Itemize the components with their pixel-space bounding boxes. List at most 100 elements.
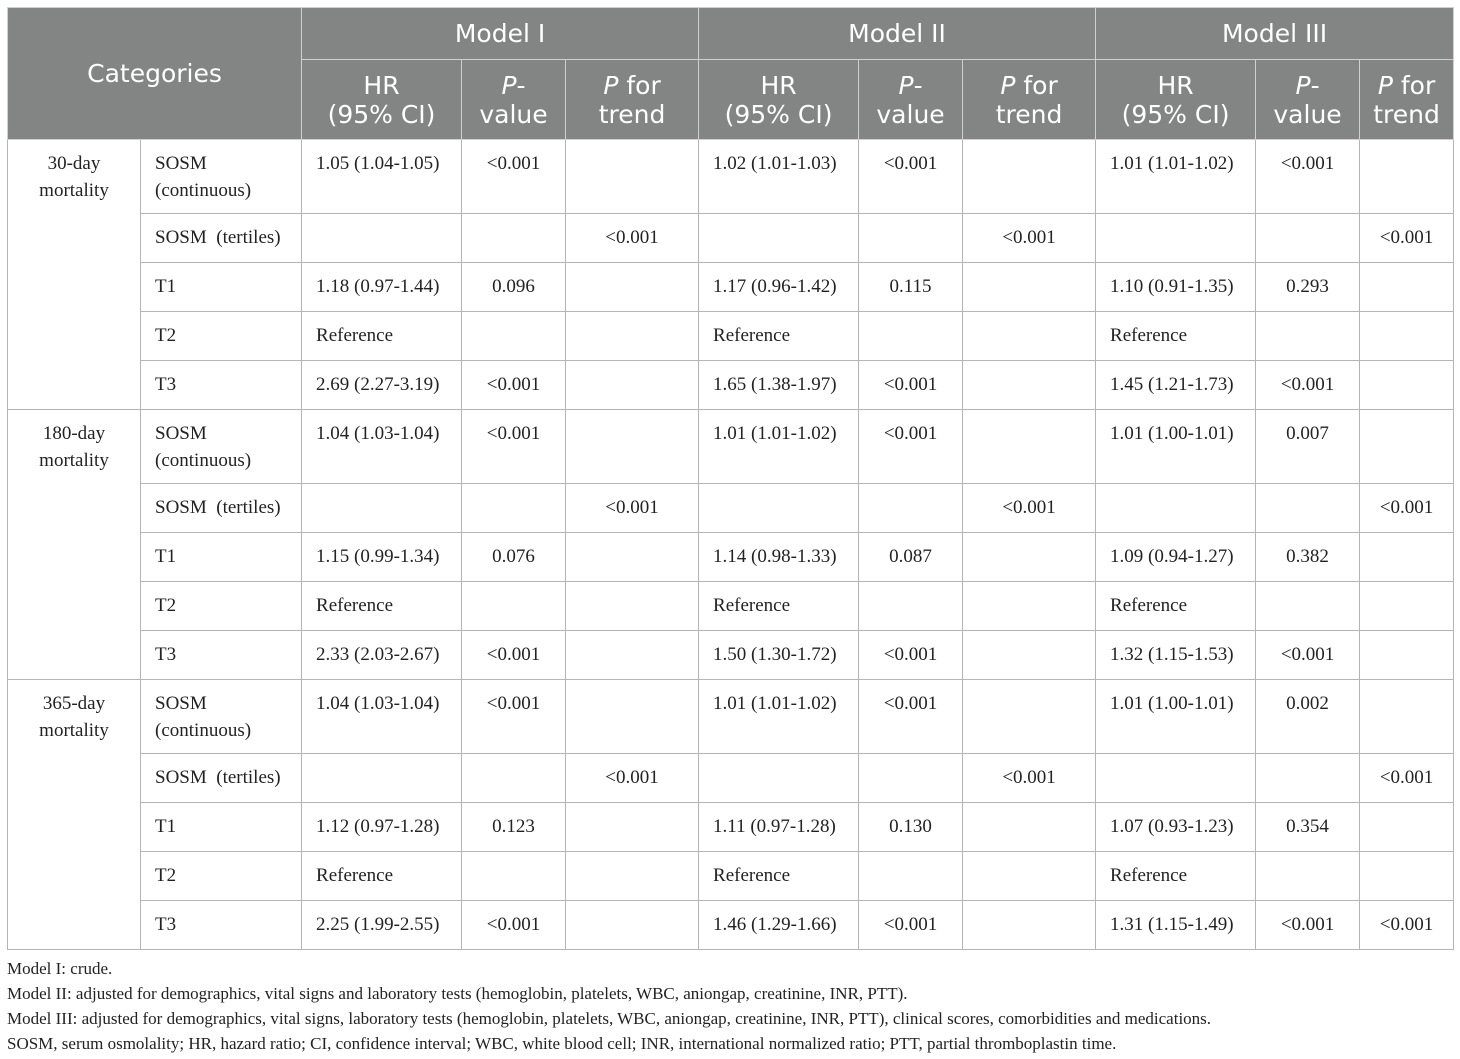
row-label-line: SOSM xyxy=(155,423,207,444)
hr-cell xyxy=(1095,213,1257,263)
trend-label: trend xyxy=(995,99,1063,129)
p-trend-cell: <0.001 xyxy=(565,483,700,533)
p-value-cell xyxy=(461,851,567,901)
p-value-cell xyxy=(1255,311,1361,361)
group-label-line: 30-day xyxy=(47,153,101,174)
p-trend-cell xyxy=(1359,532,1455,582)
p-letter: P xyxy=(603,70,619,100)
hr-cell: 1.01 (1.01-1.02) xyxy=(698,409,860,484)
p-value-cell: 0.382 xyxy=(1255,532,1361,582)
p-value-cell xyxy=(858,483,964,533)
p-trend-cell xyxy=(1359,311,1455,361)
p-value-cell: 0.130 xyxy=(858,802,964,852)
table-row: T2 Reference Reference Reference xyxy=(8,581,1455,631)
hr-label: HR xyxy=(760,70,797,100)
p-trend-header: P for trend xyxy=(962,59,1097,140)
p-trend-header: P for trend xyxy=(1359,59,1455,140)
p-value-cell xyxy=(461,581,567,631)
hr-cell: Reference xyxy=(698,581,860,631)
hr-cell xyxy=(301,483,463,533)
row-label-line: T1 xyxy=(155,276,177,297)
hr-cell xyxy=(698,483,860,533)
p-value-cell: <0.001 xyxy=(1255,360,1361,410)
p-value-cell: 0.087 xyxy=(858,532,964,582)
group-label-line: mortality xyxy=(39,450,109,471)
hr-cell: Reference xyxy=(698,311,860,361)
hr-cell: Reference xyxy=(1095,851,1257,901)
p-value-header: P-value xyxy=(858,59,964,140)
p-value-cell xyxy=(1255,483,1361,533)
p-trend-cell: <0.001 xyxy=(565,213,700,263)
p-trend-cell xyxy=(962,311,1097,361)
footnote-model-3: Model III: adjusted for demographics, vi… xyxy=(7,1009,1212,1028)
p-trend-cell xyxy=(1359,581,1455,631)
p-value-cell xyxy=(1255,213,1361,263)
row-label-line: SOSM (tertiles) xyxy=(155,497,281,518)
table-row: T3 2.25 (1.99-2.55) <0.001 1.46 (1.29-1.66)… xyxy=(8,900,1455,950)
for-label: for xyxy=(1015,70,1058,100)
p-value-cell: <0.001 xyxy=(858,630,964,680)
p-value-cell: <0.001 xyxy=(461,360,567,410)
p-trend-cell: <0.001 xyxy=(1359,753,1455,803)
p-letter: P xyxy=(1377,70,1393,100)
p-value-cell: 0.354 xyxy=(1255,802,1361,852)
p-trend-cell xyxy=(565,802,700,852)
p-value-cell xyxy=(858,581,964,631)
p-value-cell xyxy=(858,213,964,263)
group-label: 365-day mortality xyxy=(7,679,141,950)
hr-cell: 1.07 (0.93-1.23) xyxy=(1095,802,1257,852)
trend-label: trend xyxy=(1373,99,1440,129)
row-label: T2 xyxy=(139,851,303,901)
p-value-cell: <0.001 xyxy=(1255,139,1361,214)
row-label: T1 xyxy=(139,262,303,312)
hr-cell: 2.69 (2.27-3.19) xyxy=(301,360,463,410)
hr-cell: 1.15 (0.99-1.34) xyxy=(301,532,463,582)
hr-cell: 1.01 (1.00-1.01) xyxy=(1095,409,1257,484)
hr-cell: 1.50 (1.30-1.72) xyxy=(698,630,860,680)
hr-cell: 1.46 (1.29-1.66) xyxy=(698,900,860,950)
ci-label: (95% CI) xyxy=(1121,99,1230,129)
row-label-line: T3 xyxy=(155,914,177,935)
hr-label: HR xyxy=(363,70,400,100)
table-body: 30-day mortality SOSM (continuous) 1.05 (1.0… xyxy=(7,139,1455,950)
value-label: value xyxy=(479,99,548,129)
p-value-cell xyxy=(461,753,567,803)
table-row: T2 Reference Reference Reference xyxy=(8,851,1455,901)
footnote-model-1: Model I: crude. xyxy=(7,959,113,978)
row-label: SOSM (tertiles) xyxy=(139,753,303,803)
p-value-cell: 0.293 xyxy=(1255,262,1361,312)
p-value-cell: <0.001 xyxy=(858,409,964,484)
p-trend-cell xyxy=(565,139,700,214)
row-label: SOSM (tertiles) xyxy=(139,483,303,533)
p-trend-cell xyxy=(565,630,700,680)
hr-cell xyxy=(698,213,860,263)
hr-ci-header: HR (95% CI) xyxy=(301,59,463,140)
row-label-line: T3 xyxy=(155,374,177,395)
row-label: SOSM (continuous) xyxy=(139,139,303,214)
hr-cell: 2.33 (2.03-2.67) xyxy=(301,630,463,680)
p-trend-cell: <0.001 xyxy=(1359,900,1455,950)
table-footnotes: Model I: crude. Model II: adjusted for d… xyxy=(7,956,1453,1056)
row-label-line: (continuous) xyxy=(155,720,252,741)
hr-cell xyxy=(698,753,860,803)
row-label: T2 xyxy=(139,311,303,361)
row-label-line: T2 xyxy=(155,865,177,886)
hr-cell: 1.09 (0.94-1.27) xyxy=(1095,532,1257,582)
p-dash: - xyxy=(516,70,526,100)
p-trend-cell xyxy=(962,409,1097,484)
row-label-line: SOSM xyxy=(155,153,207,174)
hr-cell xyxy=(301,753,463,803)
ci-label: (95% CI) xyxy=(327,99,436,129)
p-trend-cell: <0.001 xyxy=(962,483,1097,533)
hr-label: HR xyxy=(1157,70,1194,100)
hazard-ratio-table: Categories Model I Model II Model III HR… xyxy=(6,7,1455,950)
hr-cell: 1.01 (1.01-1.02) xyxy=(1095,139,1257,214)
p-value-cell: 0.002 xyxy=(1255,679,1361,754)
table-header: Categories Model I Model II Model III HR… xyxy=(6,7,1455,140)
row-label: T3 xyxy=(139,900,303,950)
hr-cell: Reference xyxy=(301,581,463,631)
model-1-header: Model I xyxy=(301,7,700,60)
group-label-line: mortality xyxy=(39,180,109,201)
group-label-line: 365-day xyxy=(42,693,106,714)
hr-cell: 1.04 (1.03-1.04) xyxy=(301,679,463,754)
